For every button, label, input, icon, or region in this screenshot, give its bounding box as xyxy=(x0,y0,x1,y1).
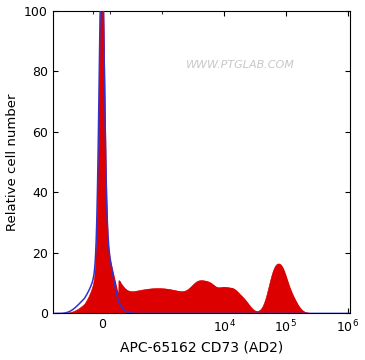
X-axis label: APC-65162 CD73 (AD2): APC-65162 CD73 (AD2) xyxy=(120,341,283,355)
Y-axis label: Relative cell number: Relative cell number xyxy=(5,93,19,231)
Text: WWW.PTGLAB.COM: WWW.PTGLAB.COM xyxy=(186,60,295,70)
